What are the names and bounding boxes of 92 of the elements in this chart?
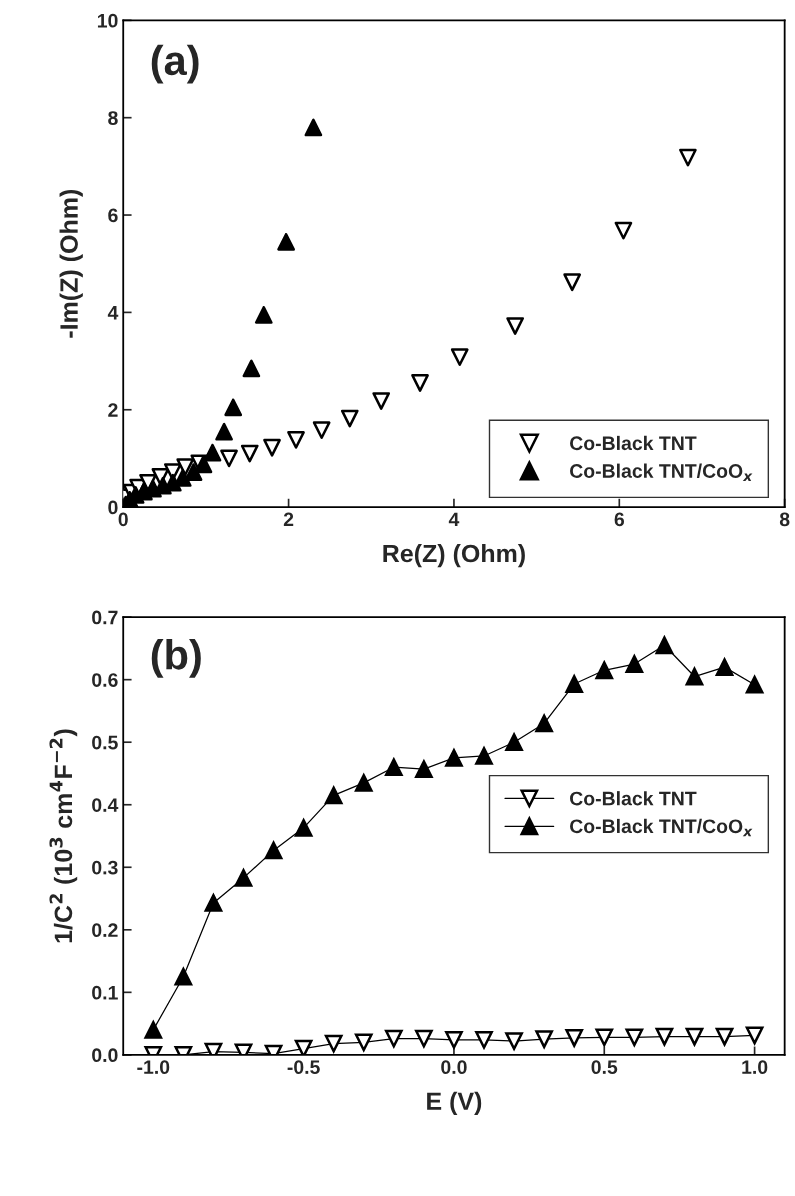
point	[324, 786, 343, 805]
x-tick-label: -0.5	[287, 1060, 320, 1075]
point	[505, 1032, 523, 1050]
point	[264, 841, 283, 860]
point	[475, 747, 493, 765]
point	[655, 1027, 674, 1046]
point	[287, 431, 305, 449]
point	[565, 1029, 584, 1047]
point	[277, 232, 295, 251]
legend-label: Co-Black TNT/CoO$_{x}$	[570, 818, 753, 837]
x-tick-label: 2	[283, 512, 294, 527]
point	[240, 444, 259, 463]
point	[384, 758, 403, 777]
point	[563, 273, 582, 292]
y-tick-label: 0.3	[92, 860, 118, 875]
text: 1/C$^{2}$ (10$^{3}$ cm$^{4}$F$^{−2}$)	[49, 729, 78, 943]
point	[324, 1034, 343, 1053]
point	[372, 392, 391, 410]
point	[685, 667, 704, 686]
point	[340, 409, 359, 428]
legend-label: Co-Black TNT/CoO$_{x}$	[570, 463, 753, 481]
legend-label: Co-Black TNT	[570, 791, 697, 806]
point	[505, 733, 523, 752]
point	[685, 1027, 704, 1046]
point	[294, 1039, 313, 1055]
point	[414, 760, 433, 778]
point	[194, 455, 213, 474]
point	[204, 894, 223, 912]
point	[535, 1030, 554, 1049]
y-tick-label: 0.5	[92, 735, 118, 750]
point	[595, 1028, 614, 1047]
point	[595, 661, 614, 680]
x-axis-title: Re(Z) (Ohm)	[383, 543, 525, 568]
point	[304, 118, 323, 137]
annotation: (a)	[151, 44, 199, 84]
point	[655, 636, 674, 655]
point	[354, 1033, 373, 1052]
x-tick-label: 1.0	[742, 1060, 768, 1075]
y-tick-label: 0	[108, 500, 118, 515]
point	[312, 421, 331, 440]
x-tick-label: 4	[448, 512, 460, 527]
x-axis-title: E (V)	[427, 1091, 482, 1116]
y-axis-title: -Im(Z) (Ohm)	[59, 189, 83, 338]
point	[224, 398, 243, 417]
point	[144, 1020, 163, 1039]
point	[715, 658, 734, 677]
point	[263, 438, 281, 457]
x-tick-label: 8	[779, 512, 790, 527]
annotation: (b)	[151, 639, 201, 678]
y-tick-label: 0.0	[92, 1048, 118, 1063]
y-tick-label: 0.7	[92, 610, 118, 625]
y-tick-label: 10	[97, 13, 118, 28]
point	[176, 458, 195, 477]
point	[354, 773, 373, 792]
point	[411, 374, 429, 392]
point	[475, 1030, 493, 1049]
point	[625, 1028, 644, 1047]
x-tick-label: 0.5	[591, 1060, 618, 1075]
legend-label: Co-Black TNT	[570, 435, 697, 451]
y-tick-label: 0.4	[92, 798, 119, 812]
point	[234, 869, 253, 887]
point	[614, 221, 633, 240]
point	[184, 463, 203, 481]
point	[565, 675, 584, 693]
point	[625, 655, 644, 673]
y-tick-label: 0.1	[92, 985, 118, 1000]
y-tick-label: 2	[108, 403, 118, 417]
point	[215, 422, 233, 441]
point	[254, 305, 273, 324]
point	[745, 1026, 764, 1045]
point	[384, 1029, 403, 1048]
point	[414, 1029, 433, 1048]
point	[174, 967, 193, 986]
point	[506, 317, 524, 335]
y-tick-label: 0.2	[92, 923, 118, 938]
y-tick-label: 6	[108, 208, 118, 223]
point	[445, 1030, 463, 1049]
point	[294, 818, 313, 837]
point	[715, 1027, 734, 1046]
y-tick-label: 0.6	[92, 673, 118, 687]
point	[535, 714, 554, 733]
point	[679, 148, 697, 167]
x-tick-label: -1.0	[137, 1060, 170, 1075]
point	[745, 675, 764, 694]
y-tick-label: 8	[108, 111, 118, 125]
point	[445, 748, 463, 767]
y-tick-label: 4	[107, 306, 119, 320]
point	[220, 449, 238, 468]
point	[242, 359, 261, 378]
x-tick-label: 6	[614, 512, 625, 527]
point	[450, 348, 469, 367]
x-tick-label: 0.0	[441, 1060, 467, 1075]
